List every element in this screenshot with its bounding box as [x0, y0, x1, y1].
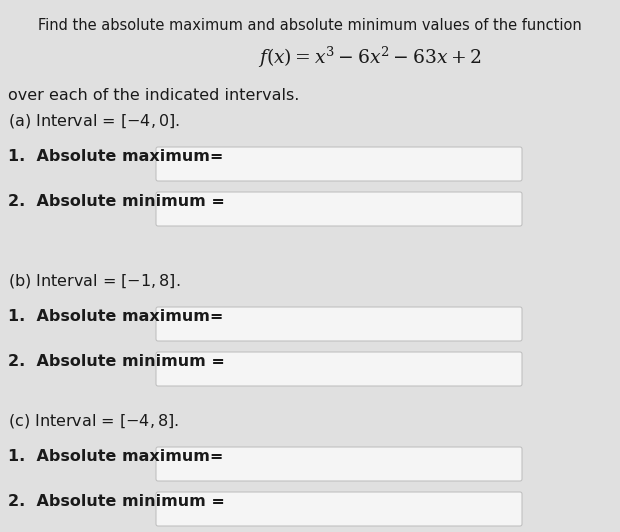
Text: Find the absolute maximum and absolute minimum values of the function: Find the absolute maximum and absolute m…: [38, 18, 582, 33]
FancyBboxPatch shape: [156, 447, 522, 481]
Text: 1.  Absolute maximum=: 1. Absolute maximum=: [8, 309, 223, 324]
FancyBboxPatch shape: [156, 192, 522, 226]
Text: (a) Interval = $[-4, 0]$.: (a) Interval = $[-4, 0]$.: [8, 112, 180, 130]
Text: 2.  Absolute minimum =: 2. Absolute minimum =: [8, 354, 225, 369]
FancyBboxPatch shape: [156, 307, 522, 341]
Text: over each of the indicated intervals.: over each of the indicated intervals.: [8, 88, 299, 103]
Text: (b) Interval = $[-1, 8]$.: (b) Interval = $[-1, 8]$.: [8, 272, 180, 290]
Text: 1.  Absolute maximum=: 1. Absolute maximum=: [8, 449, 223, 464]
Text: 2.  Absolute minimum =: 2. Absolute minimum =: [8, 494, 225, 509]
Text: $f(x) = x^3 - 6x^2 - 63x + 2$: $f(x) = x^3 - 6x^2 - 63x + 2$: [258, 45, 482, 70]
FancyBboxPatch shape: [156, 147, 522, 181]
FancyBboxPatch shape: [156, 352, 522, 386]
Text: 1.  Absolute maximum=: 1. Absolute maximum=: [8, 149, 223, 164]
FancyBboxPatch shape: [156, 492, 522, 526]
Text: 2.  Absolute minimum =: 2. Absolute minimum =: [8, 194, 225, 209]
Text: (c) Interval = $[-4, 8]$.: (c) Interval = $[-4, 8]$.: [8, 412, 179, 430]
